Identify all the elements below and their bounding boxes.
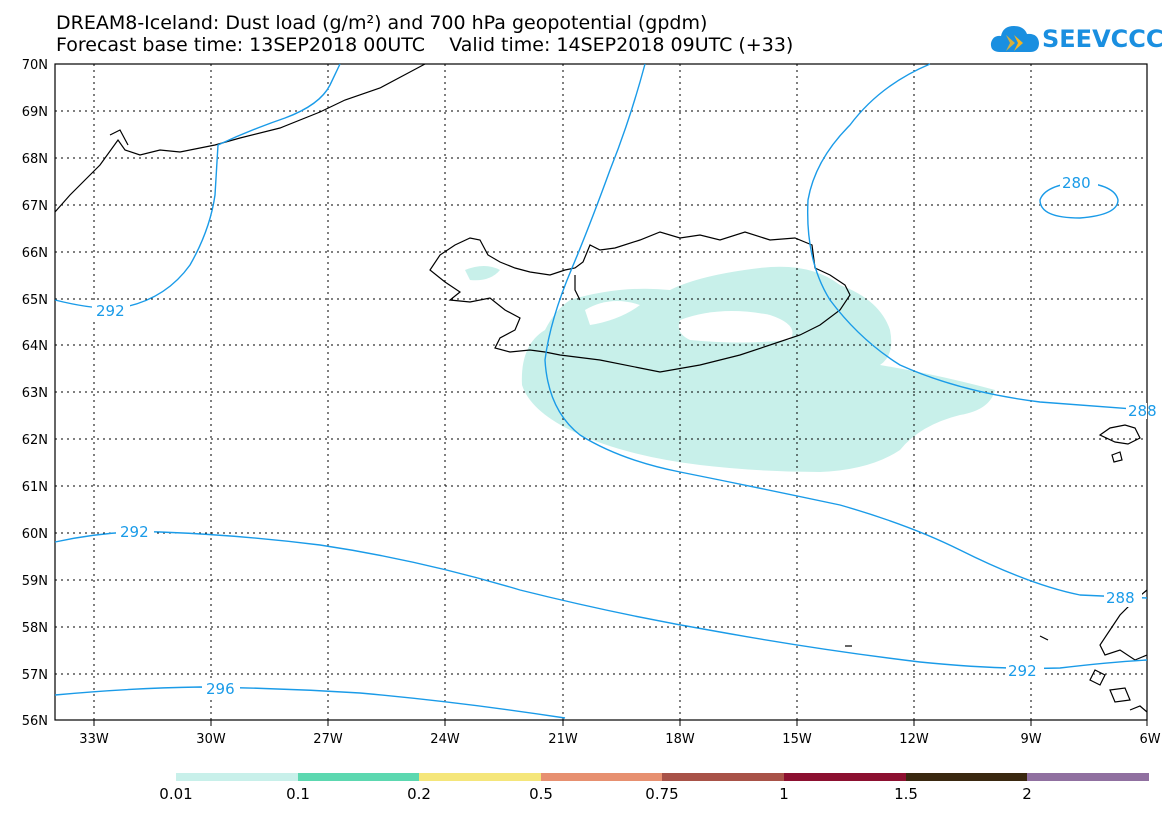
colorbar-swatch [906, 773, 1027, 781]
colorbar-label: 2 [1022, 785, 1032, 803]
colorbar-label: 0.5 [529, 785, 553, 803]
colorbar-label: 1 [779, 785, 789, 803]
lat-label: 63N [22, 386, 48, 401]
colorbar-swatch [298, 773, 419, 781]
contour-label-280: 280 [1062, 174, 1091, 192]
lat-label: 64N [22, 339, 48, 354]
lon-label: 9W [1020, 732, 1041, 747]
latitude-labels: 70N 69N 68N 67N 66N 65N 64N 63N 62N 61N … [22, 58, 48, 729]
lat-label: 61N [22, 480, 48, 495]
lat-label: 70N [22, 58, 48, 73]
map-title-line2: Forecast base time: 13SEP2018 00UTC Vali… [56, 34, 794, 56]
colorbar-swatch [419, 773, 541, 781]
contour-label-288-b: 288 [1106, 589, 1135, 607]
lat-label: 60N [22, 527, 48, 542]
seevccc-logo: SEEVCCC [990, 22, 1170, 56]
logo-text: SEEVCCC [1042, 25, 1164, 53]
contour-labels: 292 292 296 280 288 288 292 [92, 174, 1157, 698]
lat-label: 66N [22, 246, 48, 261]
colorbar-swatch [541, 773, 662, 781]
colorbar-swatch [662, 773, 784, 781]
contour-label-292-a: 292 [96, 302, 125, 320]
lat-label: 69N [22, 105, 48, 120]
lat-label: 62N [22, 433, 48, 448]
lat-label: 67N [22, 199, 48, 214]
longitude-labels: 33W 30W 27W 24W 21W 18W 15W 12W 9W 6W [79, 732, 1160, 747]
lat-label: 58N [22, 621, 48, 636]
lon-label: 15W [782, 732, 812, 747]
colorbar-swatch [176, 773, 298, 781]
graticule [55, 64, 1147, 720]
colorbar-label: 0.75 [645, 785, 678, 803]
colorbar-label: 0.2 [407, 785, 431, 803]
lon-label: 6W [1139, 732, 1160, 747]
contour-label-292-c: 292 [1008, 662, 1037, 680]
lat-label: 59N [22, 574, 48, 589]
contour-label-288-a: 288 [1128, 402, 1157, 420]
colorbar-swatch [784, 773, 906, 781]
lon-label: 21W [548, 732, 578, 747]
lat-label: 65N [22, 293, 48, 308]
lat-label: 56N [22, 714, 48, 729]
lon-label: 30W [196, 732, 226, 747]
colorbar-label: 0.01 [159, 785, 192, 803]
contour-label-296: 296 [206, 680, 235, 698]
axis-ticks [93, 720, 1148, 726]
lon-label: 12W [899, 732, 929, 747]
lat-label: 68N [22, 152, 48, 167]
colorbar: 0.01 0.1 0.2 0.5 0.75 1 1.5 2 [159, 773, 1149, 803]
cloud-icon [990, 26, 1039, 52]
colorbar-label: 1.5 [894, 785, 918, 803]
colorbar-swatch [1027, 773, 1149, 781]
colorbar-label: 0.1 [286, 785, 310, 803]
lon-label: 24W [430, 732, 460, 747]
contour-label-292-b: 292 [120, 523, 149, 541]
lon-label: 33W [79, 732, 109, 747]
dust-load-area [465, 266, 995, 472]
map-title-line1: DREAM8-Iceland: Dust load (g/m²) and 700… [56, 12, 708, 34]
lon-label: 27W [313, 732, 343, 747]
lon-label: 18W [665, 732, 695, 747]
lat-label: 57N [22, 668, 48, 683]
